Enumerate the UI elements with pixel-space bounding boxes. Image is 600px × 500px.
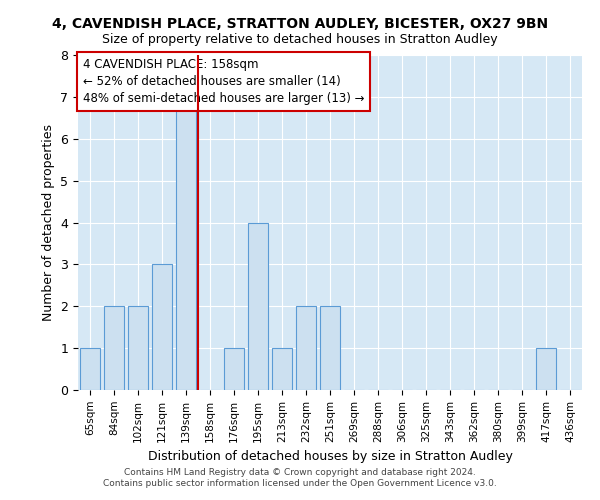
Bar — [272, 348, 292, 390]
Bar — [320, 306, 340, 390]
Bar — [104, 306, 124, 390]
Bar — [536, 348, 556, 390]
Text: Contains HM Land Registry data © Crown copyright and database right 2024.
Contai: Contains HM Land Registry data © Crown c… — [103, 468, 497, 487]
Bar — [224, 348, 244, 390]
Bar — [248, 222, 268, 390]
Bar — [80, 348, 100, 390]
Y-axis label: Number of detached properties: Number of detached properties — [42, 124, 55, 321]
X-axis label: Distribution of detached houses by size in Stratton Audley: Distribution of detached houses by size … — [148, 450, 512, 463]
Text: Size of property relative to detached houses in Stratton Audley: Size of property relative to detached ho… — [102, 32, 498, 46]
Bar — [296, 306, 316, 390]
Text: 4 CAVENDISH PLACE: 158sqm
← 52% of detached houses are smaller (14)
48% of semi-: 4 CAVENDISH PLACE: 158sqm ← 52% of detac… — [83, 58, 365, 106]
Bar — [176, 97, 196, 390]
Bar — [152, 264, 172, 390]
Bar — [128, 306, 148, 390]
Text: 4, CAVENDISH PLACE, STRATTON AUDLEY, BICESTER, OX27 9BN: 4, CAVENDISH PLACE, STRATTON AUDLEY, BIC… — [52, 18, 548, 32]
